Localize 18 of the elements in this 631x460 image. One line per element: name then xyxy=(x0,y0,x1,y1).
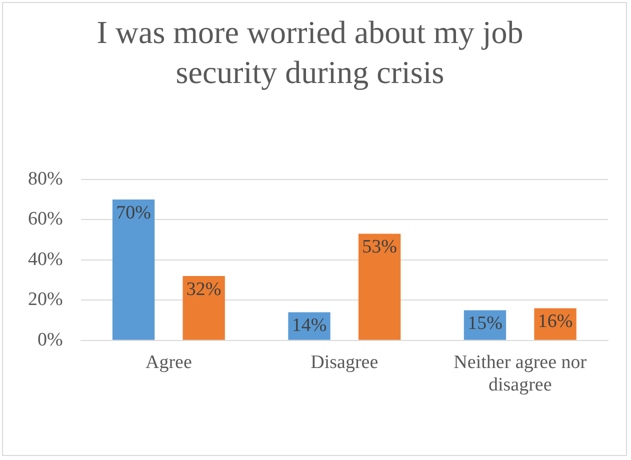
data-label: 32% xyxy=(186,278,222,300)
y-tick-label: 40% xyxy=(28,248,63,270)
x-tick-label: Disagree xyxy=(310,352,378,373)
data-label: 14% xyxy=(292,315,327,336)
data-label: 70% xyxy=(116,202,152,224)
bar xyxy=(112,200,155,340)
bar xyxy=(358,234,401,340)
chart-title: I was more worried about my job security during crisis xyxy=(96,13,524,92)
data-label: 16% xyxy=(538,311,573,332)
x-tick-label: Neither agree nor disagree xyxy=(454,352,588,396)
data-label: 53% xyxy=(362,236,398,258)
x-tick-label: Agree xyxy=(145,352,192,373)
y-tick-label: 80% xyxy=(28,168,63,190)
y-tick-label: 0% xyxy=(38,329,63,350)
y-tick-label: 60% xyxy=(28,208,63,230)
data-label: 15% xyxy=(468,313,503,334)
bar xyxy=(182,276,225,340)
y-tick-label: 20% xyxy=(28,289,63,310)
